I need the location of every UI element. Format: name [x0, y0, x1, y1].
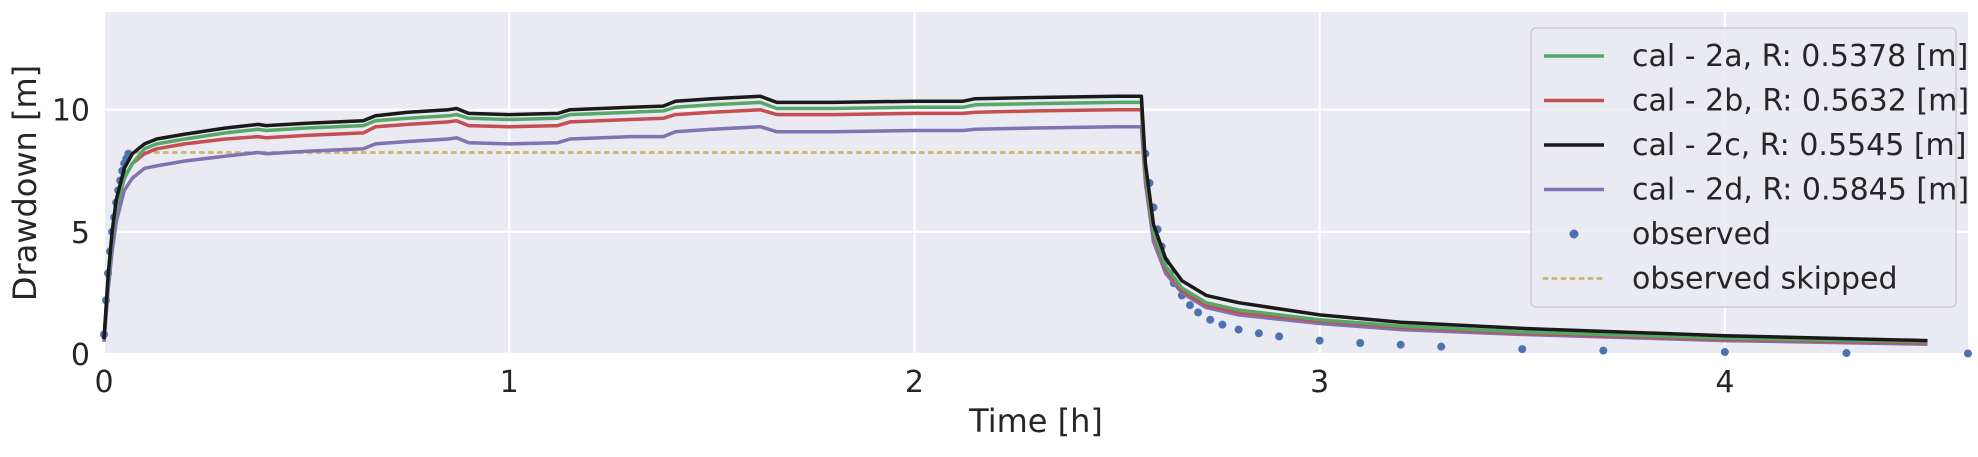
series-0 — [102, 100, 1928, 344]
observed-point — [1315, 336, 1324, 345]
observed-point — [1254, 329, 1263, 338]
y-axis-label: Drawdown [m] — [6, 65, 44, 301]
observed-point — [1842, 349, 1851, 358]
series-3 — [102, 125, 1928, 346]
x-tick-label: 2 — [905, 365, 924, 400]
x-tick-label: 4 — [1715, 365, 1734, 400]
legend-item: cal - 2d, R: 0.5845 [m] — [1544, 173, 1969, 208]
observed-point — [1437, 342, 1446, 351]
x-tick-label: 1 — [500, 365, 519, 400]
series-line — [102, 125, 1928, 346]
legend-item: cal - 2c, R: 0.5545 [m] — [1544, 128, 1966, 163]
legend-label: cal - 2d, R: 0.5845 [m] — [1632, 173, 1969, 208]
observed-point — [1234, 325, 1243, 334]
legend-label: observed skipped — [1632, 262, 1898, 297]
legend-label: cal - 2c, R: 0.5545 [m] — [1632, 128, 1966, 163]
observed-point — [1518, 345, 1527, 354]
y-tick-label: 10 — [52, 94, 90, 129]
legend-label: cal - 2a, R: 0.5378 [m] — [1632, 39, 1968, 74]
legend-label: observed — [1632, 217, 1771, 252]
x-tick-label: 3 — [1310, 365, 1329, 400]
legend-frame — [1530, 27, 1957, 308]
x-axis-label: Time [h] — [968, 402, 1103, 440]
series-layer — [100, 94, 1972, 358]
legend-marker — [1569, 229, 1579, 239]
observed-point — [1720, 348, 1729, 357]
observed-point — [1275, 332, 1284, 341]
observed-point — [1599, 346, 1608, 355]
legend-item: observed — [1569, 217, 1771, 252]
observed-point — [1194, 308, 1203, 317]
series-2 — [102, 94, 1928, 343]
legend-item: observed skipped — [1542, 262, 1898, 297]
legend: cal - 2a, R: 0.5378 [m] cal - 2b, R: 0.56… — [1530, 27, 1969, 308]
x-tick-label: 0 — [94, 365, 113, 400]
legend-items: cal - 2a, R: 0.5378 [m] cal - 2b, R: 0.56… — [1542, 39, 1969, 297]
series-line — [102, 100, 1928, 344]
legend-label: cal - 2b, R: 0.5632 [m] — [1632, 84, 1969, 119]
series-line — [102, 94, 1928, 343]
tick-labels: 0 1 2 3 4 0 5 10 — [52, 94, 1735, 400]
observed-point — [1185, 301, 1194, 310]
observed-point — [1396, 340, 1405, 349]
observed-point — [1964, 349, 1972, 358]
legend-item: cal - 2a, R: 0.5378 [m] — [1544, 39, 1968, 74]
observed-point — [1206, 315, 1215, 324]
y-tick-label: 0 — [71, 338, 90, 373]
y-tick-label: 5 — [71, 216, 90, 251]
legend-item: cal - 2b, R: 0.5632 [m] — [1544, 84, 1969, 119]
observed-point — [1218, 320, 1227, 329]
observed-point — [1356, 339, 1365, 348]
